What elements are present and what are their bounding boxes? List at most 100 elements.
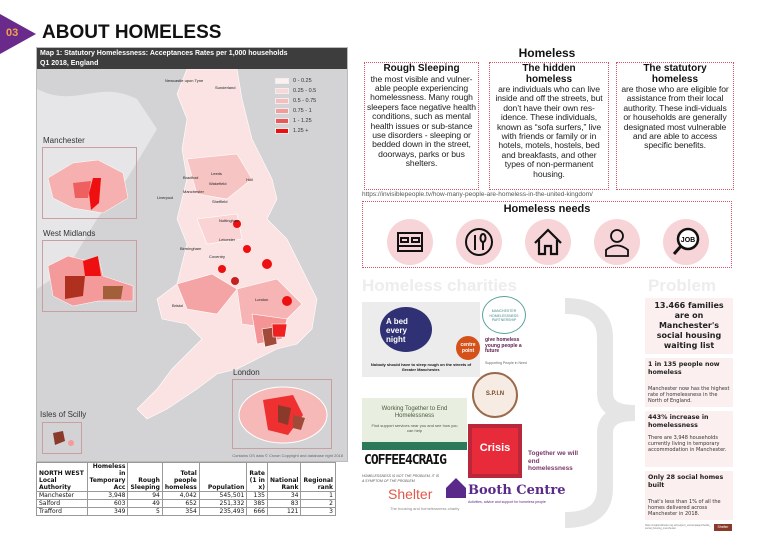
centrepoint-tagline: give homeless young people a future [485, 337, 522, 354]
logo-centrepoint[interactable]: centre point [456, 336, 480, 360]
cell: 34 [266, 491, 302, 500]
fact-heading: 1 in 135 people now homeless [648, 361, 720, 376]
col-total-homeless: Total people homeless [161, 462, 200, 492]
cell: 5 [127, 507, 163, 516]
fact-text: There are 3,948 households currently liv… [648, 435, 727, 453]
map-title-line1: Map 1: Statutory Homelessness: Acceptanc… [40, 50, 288, 57]
table-header: NORTH WEST Local Authority Homeless in T… [36, 462, 336, 492]
coffee4craig-tagline: HOMELESSNESS IS NOT THE PROBLEM, IT IS A… [362, 474, 440, 483]
city-label: Leeds [211, 171, 222, 176]
city-label: London [255, 297, 269, 302]
legend-item: 0 - 0.25 [275, 78, 312, 84]
fact-text: Manchester now has the highest rate of h… [648, 386, 730, 404]
type-text: are those who are eligible for assistanc… [621, 84, 729, 151]
section-number: 03 [6, 27, 19, 39]
spin-caption: Supporting People in Need [485, 361, 527, 365]
working-together-title: Working Together to End Homelessness [381, 406, 448, 419]
bed-every-night-text: A bed every night [380, 307, 432, 352]
inset-isles-of-scilly [42, 422, 82, 454]
problem-title: Problem [648, 276, 717, 295]
problem-source-logo: Shelter [714, 524, 732, 531]
legend-item: 1 - 1.25 [275, 118, 312, 124]
job-label: JOB [681, 237, 695, 244]
inset-manchester [42, 147, 137, 219]
map-credit: Contains OS data © Crown Copyright and d… [232, 453, 343, 458]
legend-label: 1 - 1.25 [293, 118, 312, 124]
city-label: Sheffield [212, 199, 228, 204]
cell: 3,948 [86, 491, 129, 500]
homeless-title: Homeless [518, 46, 576, 60]
logo-spin[interactable]: S.P.I.N [472, 372, 518, 418]
city-label: Manchester [183, 189, 204, 194]
map-title: Map 1: Statutory Homelessness: Acceptanc… [37, 48, 347, 69]
fact-heading: 443% increase in homelessness [648, 414, 709, 429]
cell: 3 [300, 507, 336, 516]
city-label: Hull [246, 177, 253, 182]
homelessness-map: Map 1: Statutory Homelessness: Acceptanc… [36, 47, 348, 462]
house-icon [525, 219, 571, 265]
cell: 1 [300, 491, 336, 500]
source-link[interactable]: https://invisiblepeople.tv/how-many-peop… [362, 191, 593, 198]
cell: 49 [127, 499, 163, 508]
charities-title: Homeless charities [362, 276, 517, 295]
col-national-rank: National Rank [266, 462, 302, 492]
type-hidden-homeless: The hidden homeless are individuals who c… [489, 62, 609, 190]
cell: 121 [266, 507, 302, 516]
table-row: Manchester 3,948 94 4,042 545,501 135 34 1 [36, 491, 336, 500]
logo-coffee4craig[interactable]: COFFEE4CRAIG [364, 453, 447, 468]
type-heading: The statutory homeless [643, 63, 707, 85]
cell: Salford [36, 499, 88, 508]
legend-label: 1.25 + [293, 128, 309, 134]
problem-headline: 13.466 families are on Manchester's soci… [645, 298, 733, 354]
legend-label: 0.5 - 0.75 [293, 98, 317, 104]
legend-label: 0.75 - 1 [293, 108, 312, 114]
col-rate: Rate (1 in x) [246, 462, 268, 492]
city-label: Liverpool [157, 195, 174, 200]
cell: 135 [246, 491, 268, 500]
homeless-needs: Homeless needs JOB [362, 201, 732, 268]
logo-crisis[interactable]: Crisis [468, 424, 522, 478]
cell: 2 [300, 499, 336, 508]
inset-label-isles-of-scilly: Isles of Scilly [40, 410, 87, 419]
city-label: Leicester [219, 237, 236, 242]
inset-label-london: London [233, 368, 260, 377]
legend-item: 0.5 - 0.75 [275, 98, 316, 104]
cell: 4,042 [161, 491, 200, 500]
table-row: Trafford 349 5 354 235,493 666 121 3 [36, 507, 336, 516]
logo-shelter[interactable]: Shelter [388, 486, 433, 502]
bed-icon [387, 219, 433, 265]
logo-manchester-homelessness-partnership[interactable]: MANCHESTER HOMELESSNESS PARTNERSHIP [482, 296, 526, 334]
cell: Trafford [36, 507, 88, 516]
map-title-line2: Q1 2018, England [40, 59, 99, 67]
problem-source[interactable]: https://englandshelter.org.uk/support_us… [645, 524, 711, 530]
map-legend: 0 - 0.25 0.25 - 0.5 0.5 - 0.75 0.75 - 1 … [275, 76, 345, 144]
type-heading: The hidden homeless [522, 63, 576, 85]
inset-west-midlands [42, 240, 137, 312]
problem-fact: Only 28 social homes built That's less th… [645, 471, 733, 520]
cell: 251,332 [198, 499, 248, 508]
food-plate-icon [456, 219, 502, 265]
north-west-table: NORTH WEST Local Authority Homeless in T… [36, 462, 336, 516]
inset-label-west-midlands: West Midlands [43, 229, 96, 238]
logo-booth-centre[interactable]: Booth Centre [468, 483, 566, 498]
cell: 83 [266, 499, 302, 508]
col-temporary-acc: Homeless in Temporary Acc [86, 462, 129, 492]
job-search-icon: JOB [663, 219, 709, 265]
problem-fact: 443% increase in homelessness There are 3… [645, 411, 733, 467]
col-regional-rank: Regional rank [300, 462, 336, 492]
cell: 666 [246, 507, 268, 516]
col-rough-sleeping: Rough Sleeping [127, 462, 163, 492]
brace-decoration [564, 298, 636, 528]
legend-item: 1.25 + [275, 128, 308, 134]
type-text: the most visible and vulner-able people … [367, 73, 476, 169]
city-label: Nottingham [219, 218, 240, 223]
fact-text: That's less than 1% of all the homes del… [648, 499, 721, 517]
type-rough-sleeping: Rough Sleeping the most visible and vulne… [364, 62, 479, 190]
type-heading: Rough Sleeping [383, 63, 460, 74]
col-population: Population [198, 462, 248, 492]
table-row: Salford 603 49 652 251,332 385 83 2 [36, 499, 336, 508]
logo-working-together[interactable]: Working Together to End Homelessness Fin… [362, 398, 467, 450]
city-label: Wakefield [209, 181, 227, 186]
legend-label: 0 - 0.25 [293, 78, 312, 84]
problem-source-row: https://englandshelter.org.uk/support_us… [645, 524, 733, 531]
